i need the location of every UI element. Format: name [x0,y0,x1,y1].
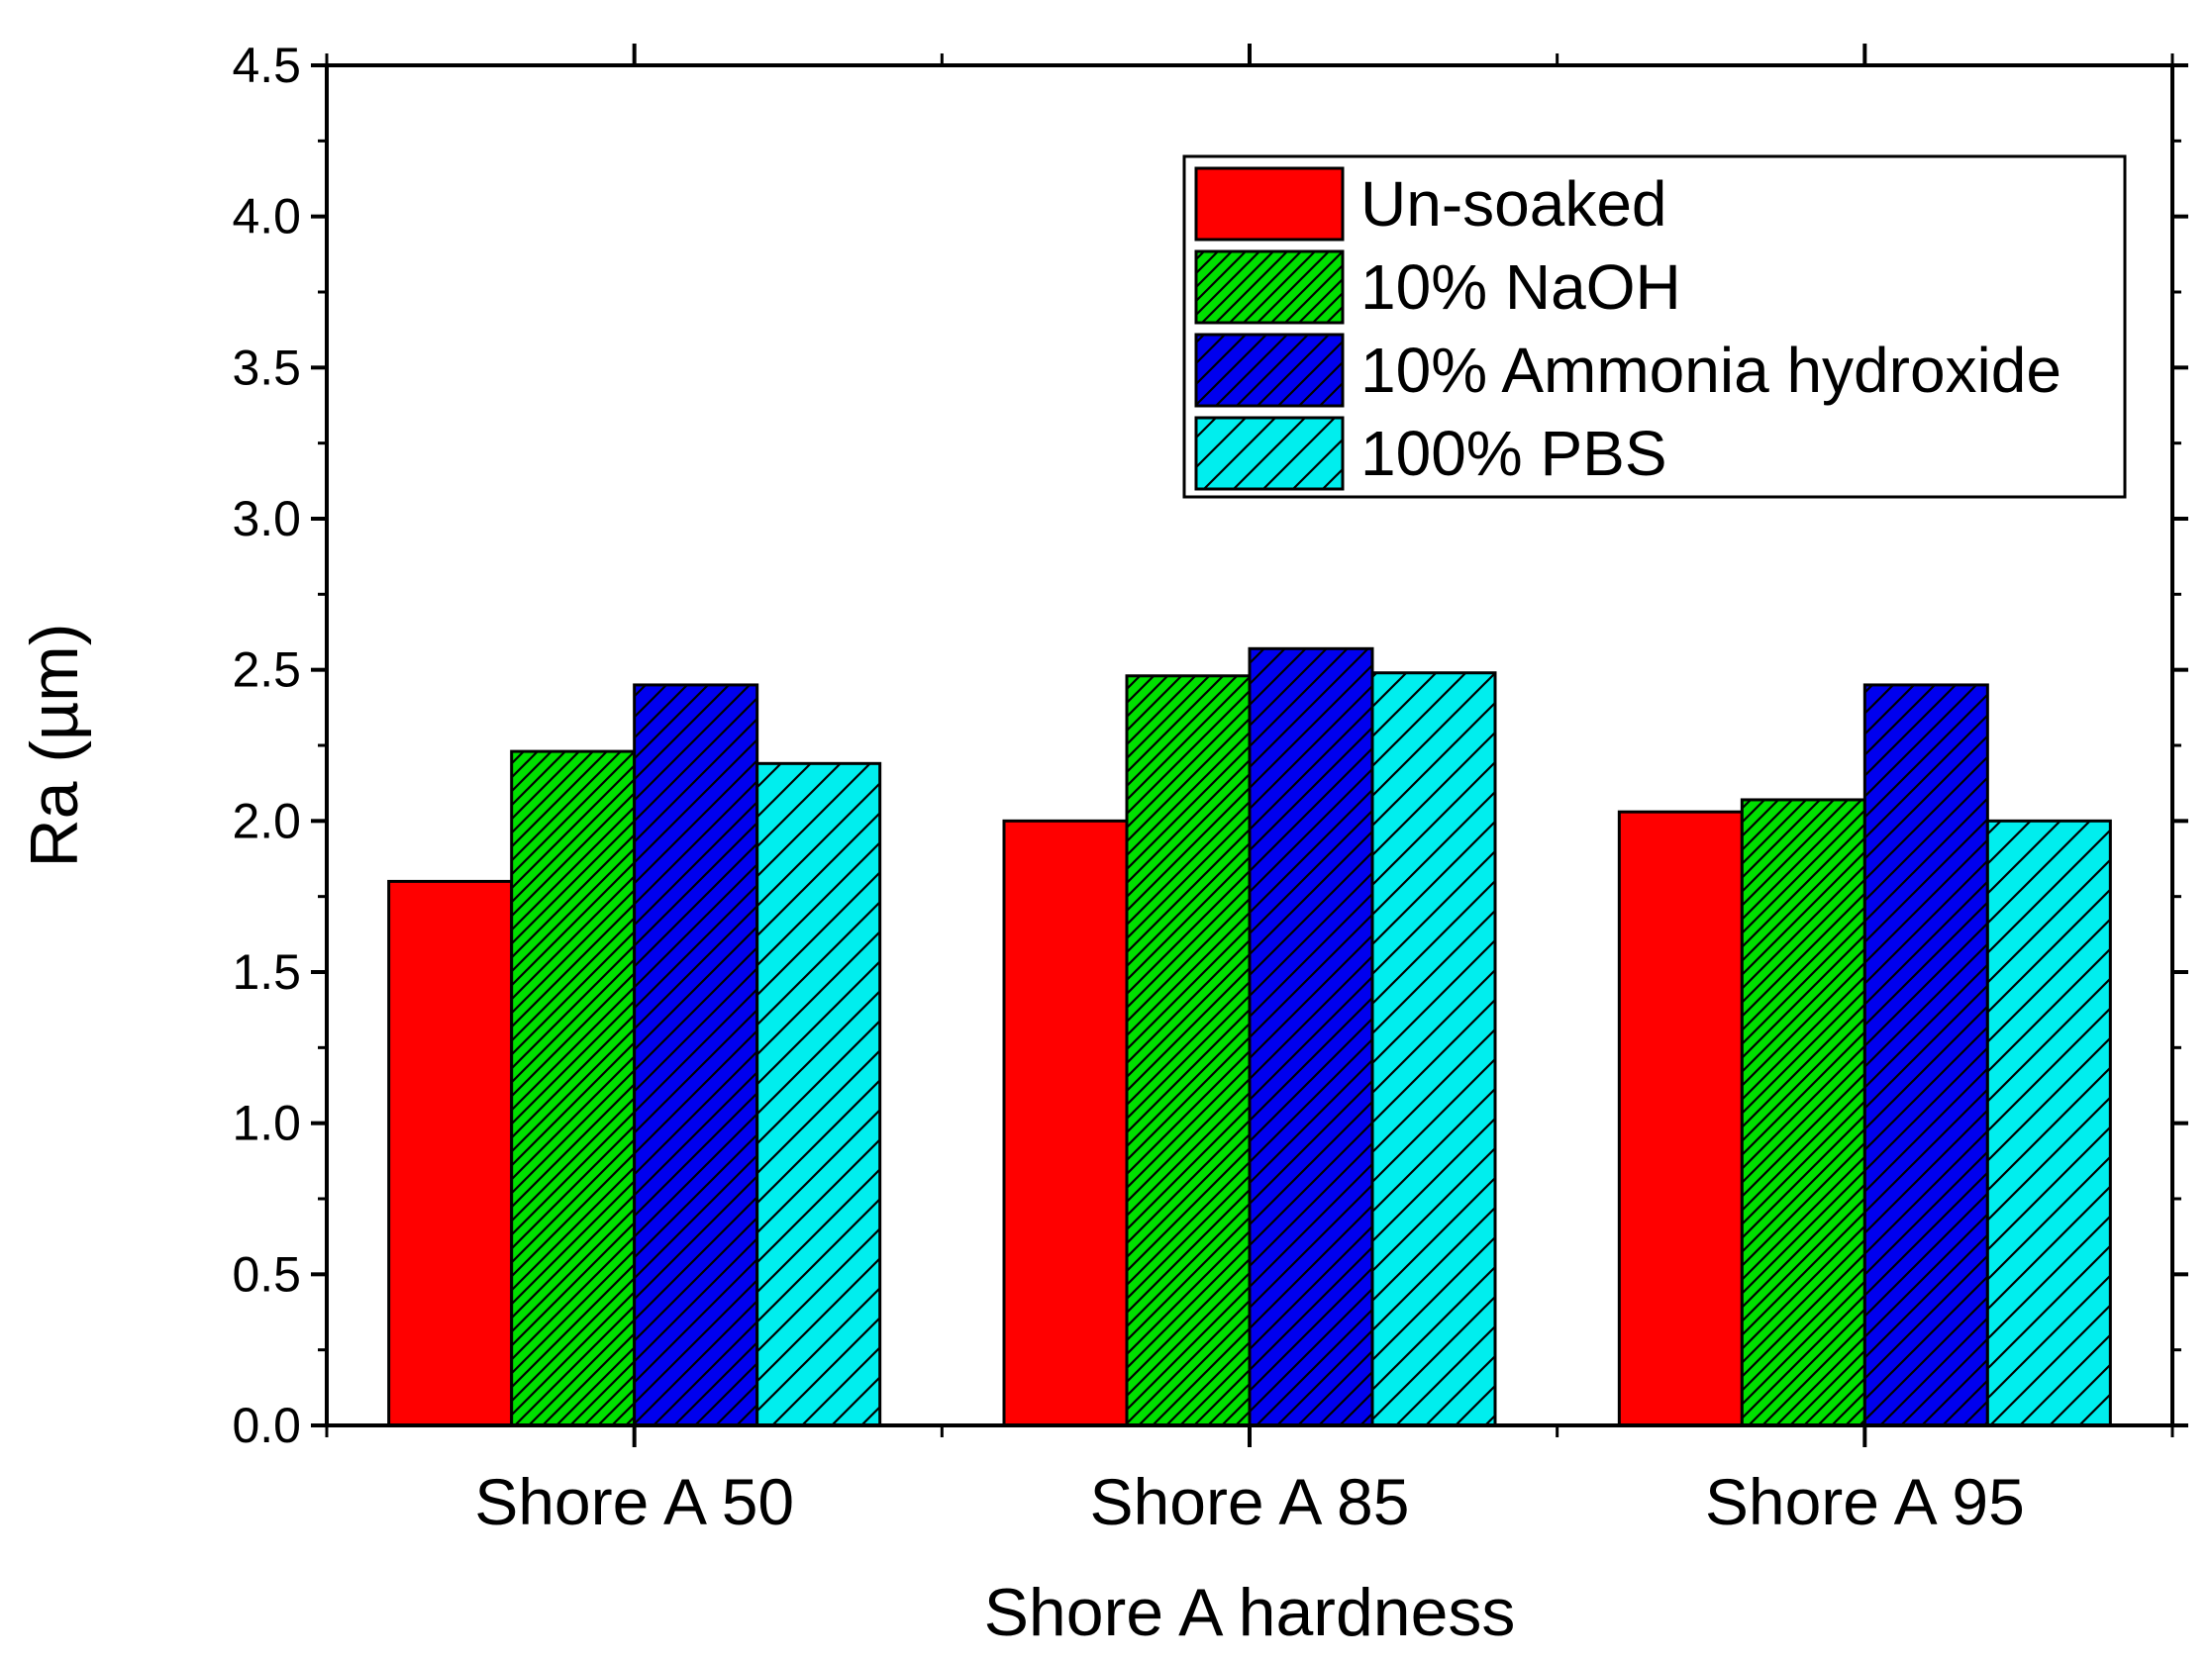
x-tick-label: Shore A 50 [474,1465,794,1538]
x-tick-label: Shore A 85 [1090,1465,1410,1538]
x-tick-label: Shore A 95 [1705,1465,2025,1538]
bar-shore-a-85-series-4 [1370,671,1497,1427]
legend-label-series-3: 10% Ammonia hydroxide [1360,335,2061,406]
bars-layer [387,646,2112,1427]
bar-shore-a-95-series-1 [1617,810,1744,1427]
legend: Un-soaked 10% NaOH 10% Ammonia hydroxide 10… [1182,154,2127,499]
bar-shore-a-50-series-1 [387,879,514,1427]
x-axis-title: Shore A hardness [984,1575,1516,1650]
legend-label-series-4: 100% PBS [1360,418,1667,489]
bar-shore-a-50-series-3 [633,683,759,1427]
y-axis-title: Ra (µm) [17,624,92,868]
y-tick-label: 1.5 [232,944,301,1000]
bar-shore-a-85-series-1 [1002,819,1129,1427]
y-tick-label: 2.0 [232,793,301,848]
y-tick-label: 4.5 [232,38,301,93]
legend-swatch-series-3 [1194,333,1345,408]
legend-swatch-series-2 [1194,249,1345,325]
y-tick-label: 4.0 [232,189,301,245]
legend-label-series-1: Un-soaked [1360,168,1667,240]
bar-shore-a-95-series-3 [1862,683,1989,1427]
axes-layer: 0.0 0.5 1.0 1.5 2.0 2.5 3.0 3.5 4.0 4.5 Shore A 50… [232,38,2188,1538]
bar-shore-a-50-series-4 [755,761,882,1427]
bar-shore-a-85-series-3 [1248,646,1374,1427]
legend-label-series-2: 10% NaOH [1360,251,1681,323]
bar-shore-a-85-series-2 [1125,674,1252,1427]
y-tick-label: 0.0 [232,1398,301,1453]
y-tick-label: 0.5 [232,1246,301,1302]
legend-swatch-series-4 [1194,416,1345,491]
y-tick-label: 3.5 [232,340,301,395]
bar-shore-a-95-series-4 [1985,819,2112,1427]
legend-swatch-series-1 [1194,166,1345,242]
y-tick-label: 3.0 [232,491,301,546]
y-tick-label: 2.5 [232,642,301,698]
y-tick-label: 1.0 [232,1096,301,1151]
bar-shore-a-95-series-2 [1740,798,1866,1427]
bar-shore-a-50-series-2 [510,749,637,1427]
